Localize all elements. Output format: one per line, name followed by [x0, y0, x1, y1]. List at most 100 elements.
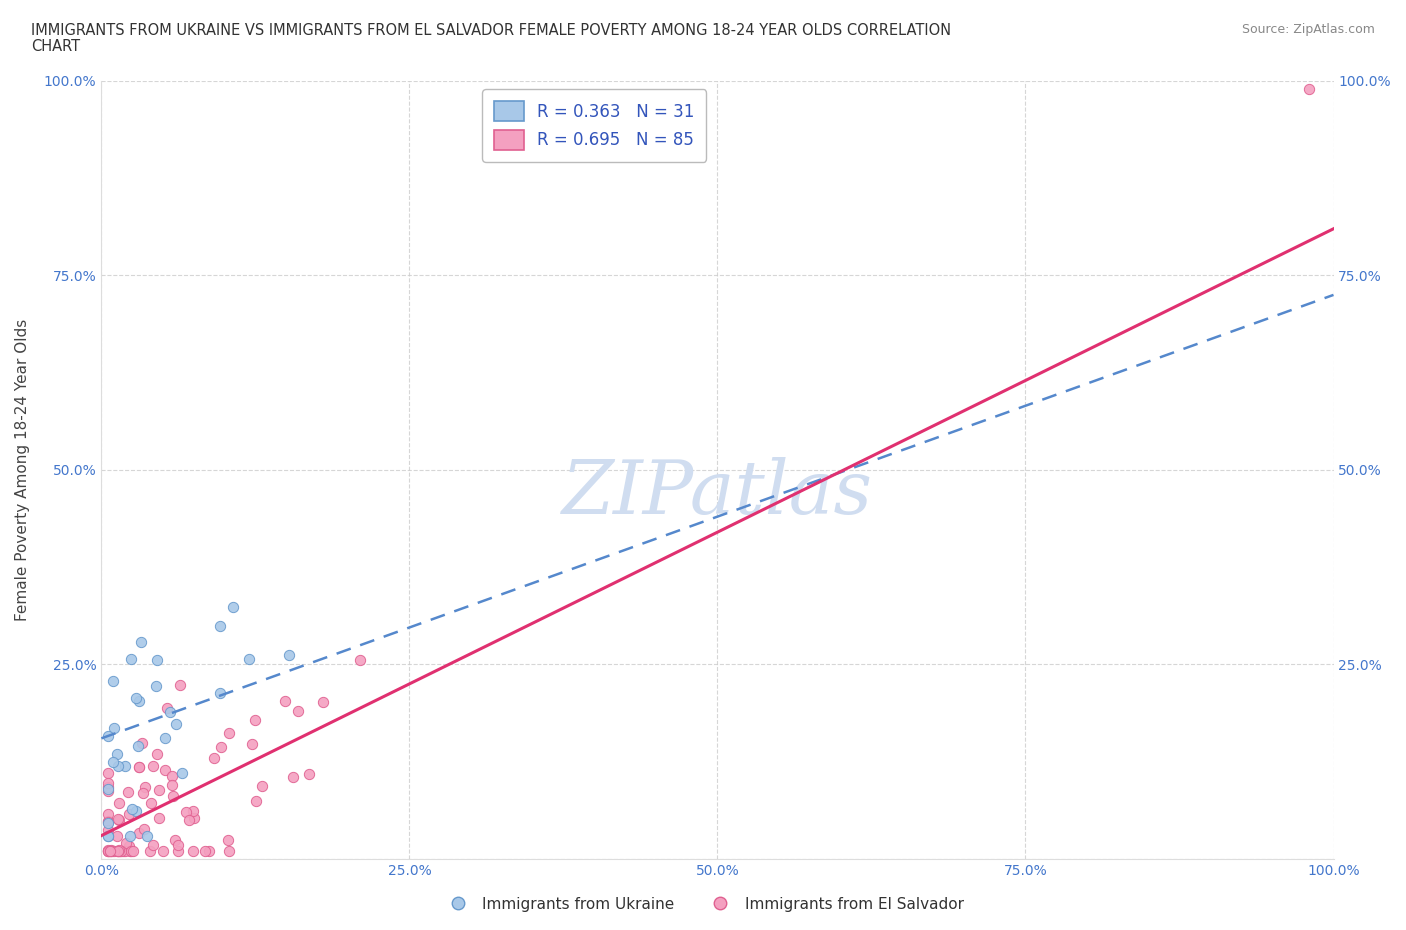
Point: [167, 838, 190, 853]
Point: [120, 844, 142, 858]
Point: [96, 781, 118, 796]
Point: [131, 736, 153, 751]
Point: [153, 763, 176, 777]
Point: [100, 844, 122, 858]
Text: CHART: CHART: [31, 39, 80, 54]
Legend: Immigrants from Ukraine, Immigrants from El Salvador: Immigrants from Ukraine, Immigrants from…: [436, 891, 970, 918]
Point: [96, 822, 118, 837]
Point: [96, 815, 118, 830]
Point: [105, 829, 128, 844]
Point: [160, 777, 183, 792]
Point: [128, 826, 150, 841]
Point: [163, 832, 186, 847]
Point: [96, 776, 118, 790]
Point: [101, 673, 124, 688]
Point: [96, 816, 118, 830]
Point: [141, 796, 163, 811]
Point: [120, 651, 142, 666]
Point: [217, 833, 239, 848]
Point: [108, 813, 131, 828]
Point: [96, 828, 118, 843]
Point: [114, 844, 136, 858]
Point: [128, 694, 150, 709]
Point: [250, 779, 273, 794]
Point: [170, 765, 193, 780]
Legend: R = 0.363   N = 31, R = 0.695   N = 85: R = 0.363 N = 31, R = 0.695 N = 85: [482, 89, 706, 162]
Point: [128, 760, 150, 775]
Point: [209, 739, 232, 754]
Point: [96, 783, 118, 798]
Text: ZIPatlas: ZIPatlas: [562, 457, 873, 529]
Point: [169, 677, 191, 692]
Point: [218, 844, 240, 858]
Point: [152, 844, 174, 858]
Point: [124, 804, 146, 818]
Point: [298, 767, 321, 782]
Point: [222, 600, 245, 615]
Point: [105, 844, 128, 858]
Point: [122, 844, 145, 858]
Point: [114, 835, 136, 850]
Point: [240, 737, 263, 751]
Point: [183, 804, 205, 818]
Point: [132, 786, 155, 801]
Point: [145, 678, 167, 693]
Point: [96, 843, 118, 857]
Point: [179, 813, 201, 828]
Point: [105, 747, 128, 762]
Point: [96, 806, 118, 821]
Point: [208, 618, 231, 633]
Point: [142, 758, 165, 773]
Point: [108, 844, 131, 858]
Point: [238, 652, 260, 667]
Point: [112, 844, 135, 858]
Point: [194, 844, 217, 858]
Point: [245, 712, 267, 727]
Point: [96, 780, 118, 795]
Point: [218, 726, 240, 741]
Point: [110, 844, 132, 858]
Point: [148, 811, 170, 826]
Point: [146, 653, 169, 668]
Point: [118, 807, 141, 822]
Point: [107, 795, 129, 810]
Point: [103, 754, 125, 769]
Point: [107, 843, 129, 857]
Point: [287, 704, 309, 719]
Point: [245, 794, 267, 809]
Text: IMMIGRANTS FROM UKRAINE VS IMMIGRANTS FROM EL SALVADOR FEMALE POVERTY AMONG 18-2: IMMIGRANTS FROM UKRAINE VS IMMIGRANTS FR…: [31, 23, 950, 38]
Point: [141, 838, 163, 853]
Point: [100, 844, 122, 858]
Point: [97, 844, 120, 858]
Point: [120, 844, 142, 858]
Point: [107, 844, 129, 858]
Point: [160, 768, 183, 783]
Point: [208, 686, 231, 701]
Point: [129, 635, 152, 650]
Y-axis label: Female Poverty Among 18-24 Year Olds: Female Poverty Among 18-24 Year Olds: [15, 319, 30, 621]
Point: [98, 844, 121, 858]
Point: [100, 844, 122, 858]
Point: [312, 695, 335, 710]
Point: [121, 802, 143, 817]
Point: [96, 844, 118, 858]
Point: [181, 844, 204, 858]
Point: [167, 844, 190, 858]
Point: [283, 769, 305, 784]
Point: [107, 759, 129, 774]
Point: [162, 789, 184, 804]
Point: [153, 730, 176, 745]
Point: [114, 759, 136, 774]
Point: [96, 844, 118, 858]
Point: [107, 844, 129, 858]
Point: [103, 721, 125, 736]
Point: [139, 844, 162, 858]
Point: [159, 704, 181, 719]
Point: [118, 828, 141, 843]
Text: Source: ZipAtlas.com: Source: ZipAtlas.com: [1241, 23, 1375, 36]
Point: [97, 729, 120, 744]
Point: [117, 785, 139, 800]
Point: [183, 811, 205, 826]
Point: [103, 844, 125, 858]
Point: [107, 812, 129, 827]
